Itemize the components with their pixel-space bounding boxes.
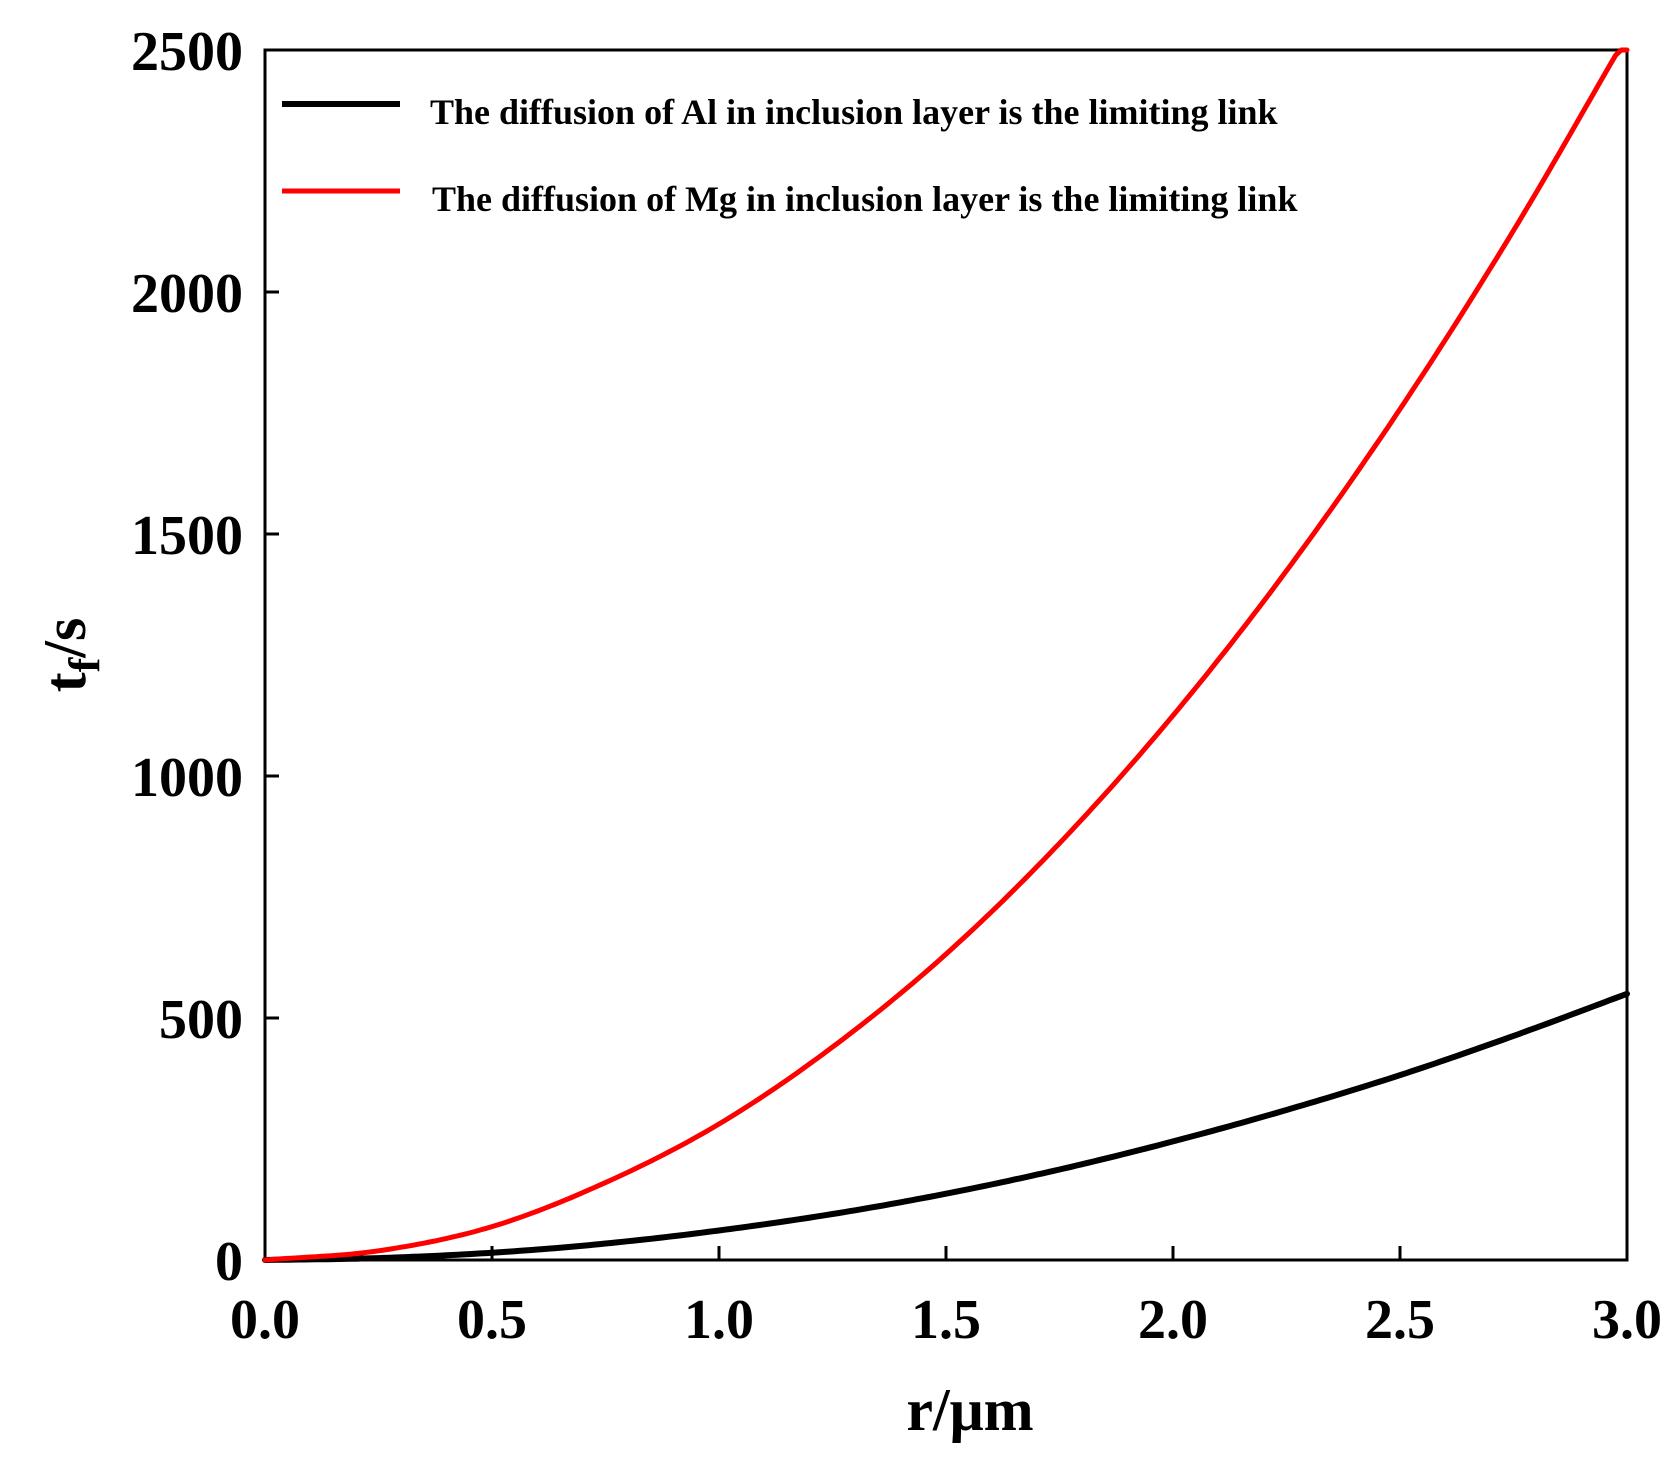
x-tick-label: 0.5: [457, 1289, 527, 1351]
y-axis-title: tf/s: [32, 618, 109, 693]
plot-frame: [263, 48, 1629, 1262]
y-tick-label: 0: [215, 1231, 243, 1293]
x-axis-ticks: 0.0 0.5 1.0 1.5 2.0 2.5 3.0: [230, 1246, 1662, 1351]
x-tick-label: 1.5: [911, 1289, 981, 1351]
x-axis-title: r/μm: [906, 1377, 1033, 1443]
y-axis-title-unit: /s: [32, 618, 98, 659]
x-tick-label: 2.0: [1138, 1289, 1208, 1351]
y-tick-label: 2500: [131, 21, 243, 83]
y-tick-label: 500: [159, 989, 243, 1051]
x-tick-label: 2.5: [1365, 1289, 1435, 1351]
legend-label-al: The diffusion of Al in inclusion layer i…: [430, 92, 1278, 132]
y-tick-label: 2000: [131, 263, 243, 325]
x-tick-label: 1.0: [684, 1289, 754, 1351]
y-axis-title-main: t: [32, 672, 98, 692]
x-tick-label: 0.0: [230, 1289, 300, 1351]
y-axis-title-subscript: f: [60, 656, 109, 672]
legend-label-mg: The diffusion of Mg in inclusion layer i…: [432, 179, 1297, 219]
series-line-al: [262, 990, 1630, 1263]
y-axis-ticks: 0 500 1000 1500 2000 2500: [131, 21, 279, 1293]
legend: The diffusion of Al in inclusion layer i…: [282, 92, 1297, 219]
x-tick-label: 3.0: [1592, 1289, 1662, 1351]
y-tick-label: 1500: [131, 505, 243, 567]
series-lines: [262, 47, 1630, 1263]
y-tick-label: 1000: [131, 747, 243, 809]
series-line-mg: [262, 47, 1630, 1263]
